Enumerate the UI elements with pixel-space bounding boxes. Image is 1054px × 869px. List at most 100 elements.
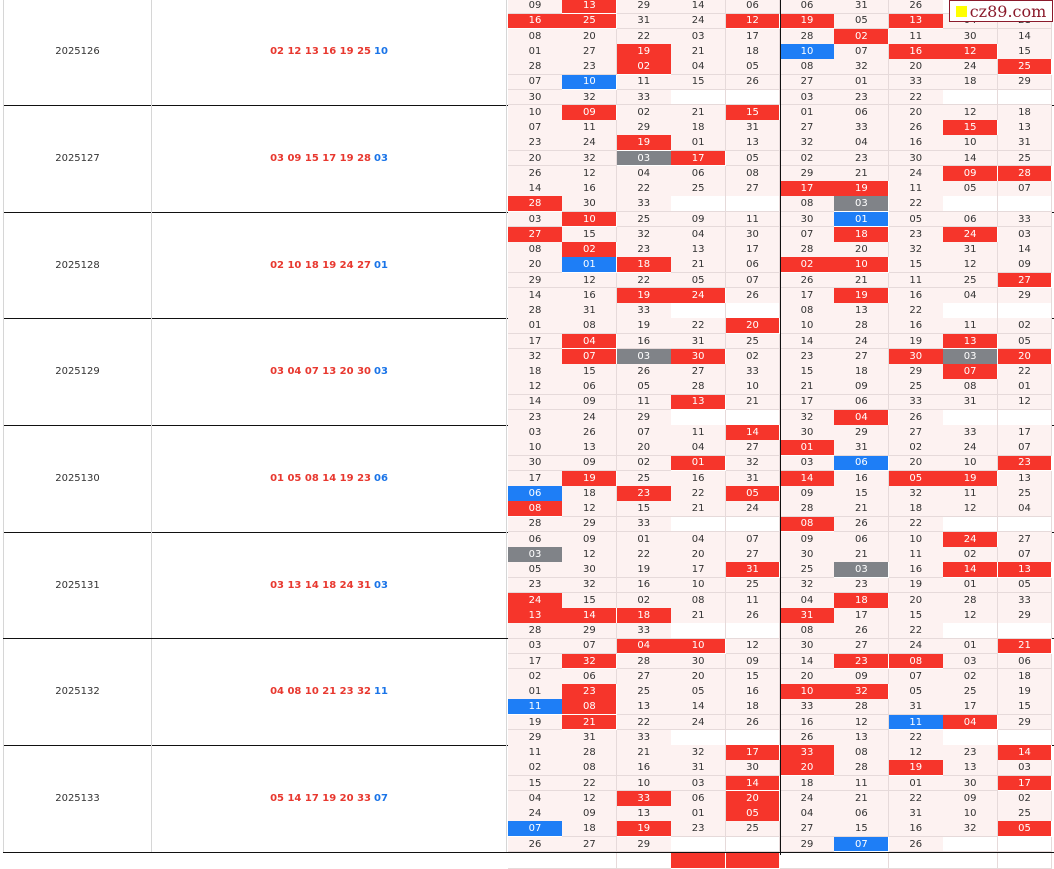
number-cell: 15 bbox=[997, 44, 1053, 60]
draw-numbers: 05 14 17 19 20 33 07 bbox=[152, 745, 507, 852]
number-cell: 32 bbox=[562, 653, 618, 670]
number-cell bbox=[834, 852, 890, 869]
number-cell: 22 bbox=[616, 181, 672, 197]
number-cell: 26 bbox=[725, 74, 781, 91]
number-cell: 07 bbox=[725, 531, 781, 548]
number-cell: 19 bbox=[616, 318, 672, 335]
number-cell bbox=[943, 196, 999, 213]
number-cell: 17 bbox=[508, 470, 563, 487]
number-cell: 20 bbox=[888, 59, 944, 75]
number-cell: 17 bbox=[780, 394, 835, 411]
number-cell: 24 bbox=[943, 226, 999, 243]
number-cell bbox=[725, 409, 781, 426]
number-cell: 30 bbox=[943, 28, 999, 45]
number-cell: 09 bbox=[780, 531, 835, 548]
number-cell: 28 bbox=[508, 196, 563, 213]
number-cell bbox=[943, 729, 999, 746]
number-cell: 23 bbox=[888, 226, 944, 243]
number-cell: 05 bbox=[508, 562, 563, 579]
number-cell: 32 bbox=[943, 821, 999, 838]
number-cell: 20 bbox=[725, 790, 781, 807]
number-cell: 14 bbox=[725, 425, 781, 441]
number-cell: 18 bbox=[997, 668, 1053, 685]
number-cell: 07 bbox=[508, 821, 563, 838]
number-cell: 03 bbox=[943, 348, 999, 365]
number-cell bbox=[780, 852, 835, 869]
number-cell: 13 bbox=[943, 333, 999, 350]
number-cell: 25 bbox=[997, 486, 1053, 502]
number-cell: 13 bbox=[671, 242, 727, 258]
number-cell: 05 bbox=[888, 684, 944, 700]
number-cell bbox=[997, 196, 1053, 213]
number-cell: 11 bbox=[671, 425, 727, 441]
number-cell: 18 bbox=[725, 44, 781, 60]
number-cell: 14 bbox=[725, 775, 781, 792]
number-cell: 18 bbox=[725, 699, 781, 716]
number-cell: 09 bbox=[780, 486, 835, 502]
number-cell bbox=[943, 409, 999, 426]
period-number: 2025129 bbox=[3, 318, 152, 426]
number-cell: 27 bbox=[780, 821, 835, 838]
number-cell bbox=[671, 516, 727, 533]
number-cell: 14 bbox=[508, 394, 563, 411]
number-cell: 04 bbox=[780, 592, 835, 609]
number-cell: 08 bbox=[888, 653, 944, 670]
blue-ball: 03 bbox=[373, 152, 388, 164]
number-cell: 20 bbox=[780, 760, 835, 777]
number-cell: 21 bbox=[997, 638, 1053, 655]
number-cell bbox=[671, 89, 727, 106]
number-cell: 10 bbox=[780, 318, 835, 335]
number-cell: 15 bbox=[562, 592, 618, 609]
number-cell: 32 bbox=[780, 409, 835, 426]
number-cell: 05 bbox=[725, 59, 781, 75]
number-cell: 18 bbox=[616, 257, 672, 274]
number-cell: 18 bbox=[834, 364, 890, 380]
number-cell: 32 bbox=[671, 745, 727, 761]
number-cell: 30 bbox=[562, 196, 618, 213]
number-cell: 04 bbox=[671, 226, 727, 243]
number-cell: 29 bbox=[997, 287, 1053, 304]
number-cell: 28 bbox=[834, 699, 890, 716]
watermark-text: cz89.com bbox=[969, 1, 1047, 21]
number-cell: 31 bbox=[943, 394, 999, 411]
number-cell: 26 bbox=[725, 608, 781, 624]
number-cell: 22 bbox=[888, 516, 944, 533]
number-cell: 29 bbox=[997, 608, 1053, 624]
number-cell: 22 bbox=[888, 623, 944, 639]
number-cell: 15 bbox=[616, 501, 672, 518]
number-cell: 01 bbox=[943, 577, 999, 594]
number-cell: 06 bbox=[834, 105, 890, 121]
number-cell: 04 bbox=[834, 409, 890, 426]
number-cell: 28 bbox=[780, 242, 835, 258]
number-cell bbox=[943, 516, 999, 533]
number-cell: 27 bbox=[997, 531, 1053, 548]
number-cell: 12 bbox=[508, 379, 563, 396]
number-cell: 26 bbox=[562, 425, 618, 441]
number-cell: 09 bbox=[562, 105, 618, 121]
number-cell: 13 bbox=[943, 760, 999, 777]
number-cell: 16 bbox=[671, 470, 727, 487]
number-cell: 29 bbox=[834, 425, 890, 441]
number-cell: 29 bbox=[616, 120, 672, 136]
number-cell: 20 bbox=[997, 348, 1053, 365]
number-cell: 08 bbox=[508, 501, 563, 518]
number-cell: 02 bbox=[834, 28, 890, 45]
number-cell: 18 bbox=[562, 821, 618, 838]
number-cell: 18 bbox=[997, 105, 1053, 121]
number-cell: 27 bbox=[725, 547, 781, 563]
number-cell: 11 bbox=[508, 699, 563, 716]
number-cell: 17 bbox=[943, 699, 999, 716]
number-cell: 31 bbox=[780, 608, 835, 624]
number-cell: 19 bbox=[888, 333, 944, 350]
number-cell: 26 bbox=[725, 287, 781, 304]
number-cell: 25 bbox=[780, 562, 835, 579]
number-cell: 14 bbox=[508, 181, 563, 197]
number-cell: 01 bbox=[834, 211, 890, 228]
number-cell: 12 bbox=[943, 257, 999, 274]
number-cell bbox=[943, 89, 999, 106]
number-cell: 02 bbox=[997, 318, 1053, 335]
number-cell: 13 bbox=[508, 608, 563, 624]
number-cell: 06 bbox=[780, 0, 835, 15]
number-cell: 22 bbox=[671, 318, 727, 335]
number-cell bbox=[943, 623, 999, 639]
